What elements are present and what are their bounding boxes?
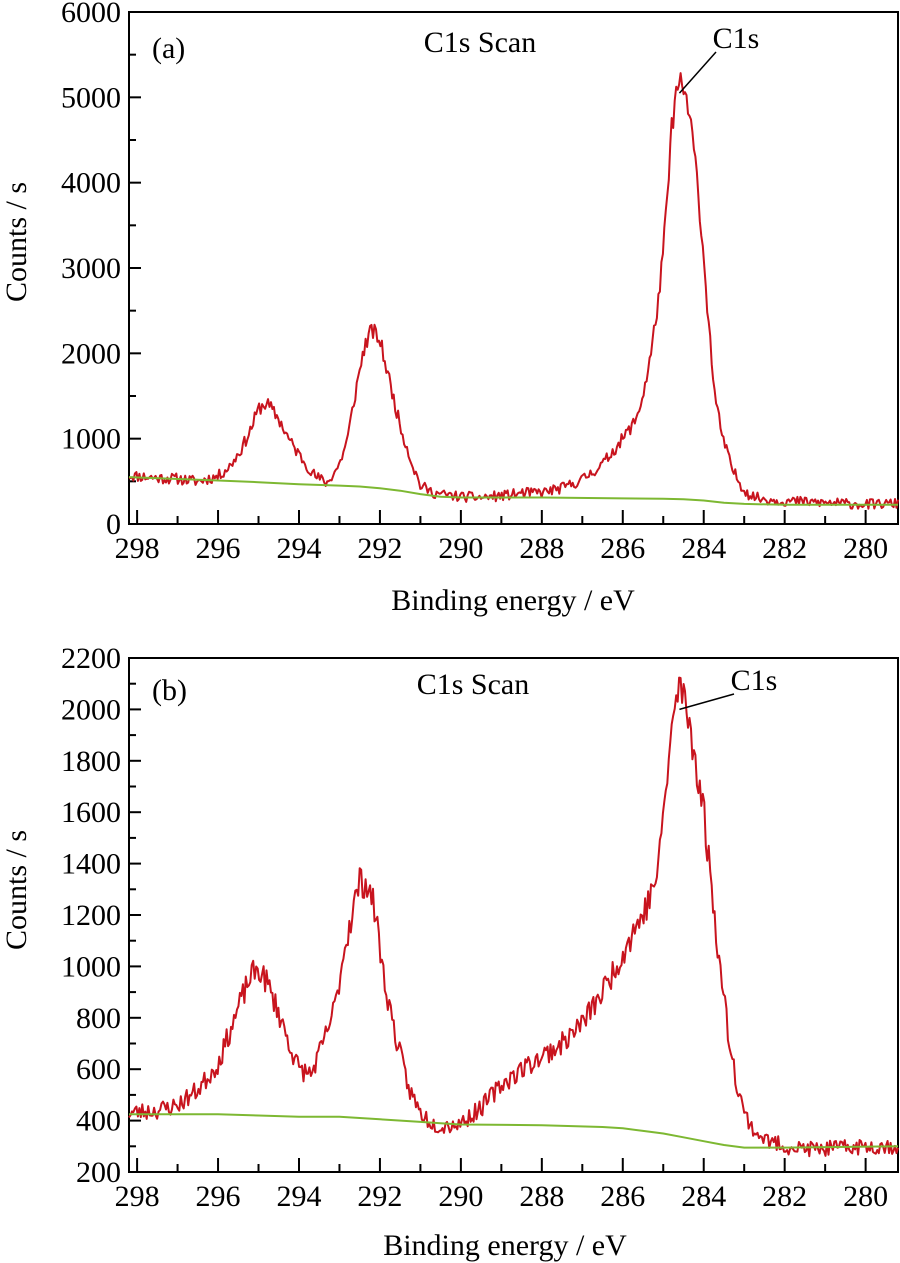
x-tick-label: 280 <box>843 1180 888 1213</box>
c1s-annotation: C1s <box>731 664 778 697</box>
x-tick-label: 290 <box>438 532 483 565</box>
x-axis-label: Binding energy / eV <box>391 584 635 617</box>
axis-ticks: 298 296 294 292 290 288 286 284 282 280 200 400 600 8… <box>61 642 888 1213</box>
x-tick-label: 298 <box>115 532 160 565</box>
y-tick-label: 800 <box>76 1002 121 1035</box>
x-tick-label: 294 <box>276 1180 321 1213</box>
y-tick-label: 1600 <box>61 796 121 829</box>
x-tick-label: 284 <box>681 532 726 565</box>
x-tick-label: 286 <box>600 532 645 565</box>
y-tick-label: 3000 <box>61 252 121 285</box>
x-tick-label: 298 <box>115 1180 160 1213</box>
y-tick-label: 1800 <box>61 745 121 778</box>
y-tick-label: 4000 <box>61 167 121 200</box>
panel-a: 298 296 294 292 290 288 286 284 282 280 0 1000 2000 3… <box>0 0 899 617</box>
c1s-annotation-leader <box>678 51 717 94</box>
x-tick-label: 282 <box>762 1180 807 1213</box>
background-line <box>129 1113 899 1149</box>
x-tick-label: 292 <box>357 1180 402 1213</box>
x-tick-label: 288 <box>519 1180 564 1213</box>
y-tick-label: 1000 <box>61 950 121 983</box>
x-tick-label: 282 <box>762 532 807 565</box>
y-tick-label: 2200 <box>61 642 121 675</box>
y-tick-label: 1200 <box>61 899 121 932</box>
y-tick-label: 2000 <box>61 337 121 370</box>
chart-title: C1s Scan <box>417 668 530 701</box>
x-tick-label: 286 <box>600 1180 645 1213</box>
chart-title: C1s Scan <box>424 26 537 59</box>
y-tick-label: 600 <box>76 1053 121 1086</box>
x-tick-label: 280 <box>843 532 888 565</box>
panel-label: (b) <box>152 674 187 707</box>
y-tick-label: 400 <box>76 1105 121 1138</box>
c1s-annotation-leader <box>679 693 735 711</box>
background-line <box>128 476 898 506</box>
series-group <box>128 676 899 1158</box>
series-group <box>128 72 899 510</box>
x-tick-label: 290 <box>438 1180 483 1213</box>
y-tick-label: 6000 <box>61 0 121 29</box>
panel-b: 298 296 294 292 290 288 286 284 282 280 200 400 600 8… <box>0 642 899 1262</box>
panel-label: (a) <box>152 32 185 65</box>
x-tick-label: 288 <box>519 532 564 565</box>
x-tick-label: 294 <box>276 532 321 565</box>
x-tick-label: 296 <box>196 1180 241 1213</box>
y-tick-label: 5000 <box>61 81 121 114</box>
c1s-annotation: C1s <box>713 22 760 55</box>
y-axis-label: Counts / s <box>0 830 33 950</box>
axis-ticks: 298 296 294 292 290 288 286 284 282 280 0 1000 2000 3… <box>61 0 888 565</box>
y-tick-label: 200 <box>76 1156 121 1189</box>
c1s-spectrum-line <box>128 72 899 510</box>
x-tick-label: 284 <box>681 1180 726 1213</box>
c1s-spectrum-line <box>128 676 899 1158</box>
y-tick-label: 1400 <box>61 848 121 881</box>
x-axis-label: Binding energy / eV <box>383 1229 627 1262</box>
y-axis-label: Counts / s <box>0 182 33 302</box>
y-tick-label: 2000 <box>61 693 121 726</box>
y-tick-label: 1000 <box>61 423 121 456</box>
y-tick-label: 0 <box>106 508 121 541</box>
plot-area-frame <box>128 657 899 1173</box>
x-tick-label: 296 <box>196 532 241 565</box>
x-tick-label: 292 <box>357 532 402 565</box>
plot-area-frame <box>128 11 899 525</box>
